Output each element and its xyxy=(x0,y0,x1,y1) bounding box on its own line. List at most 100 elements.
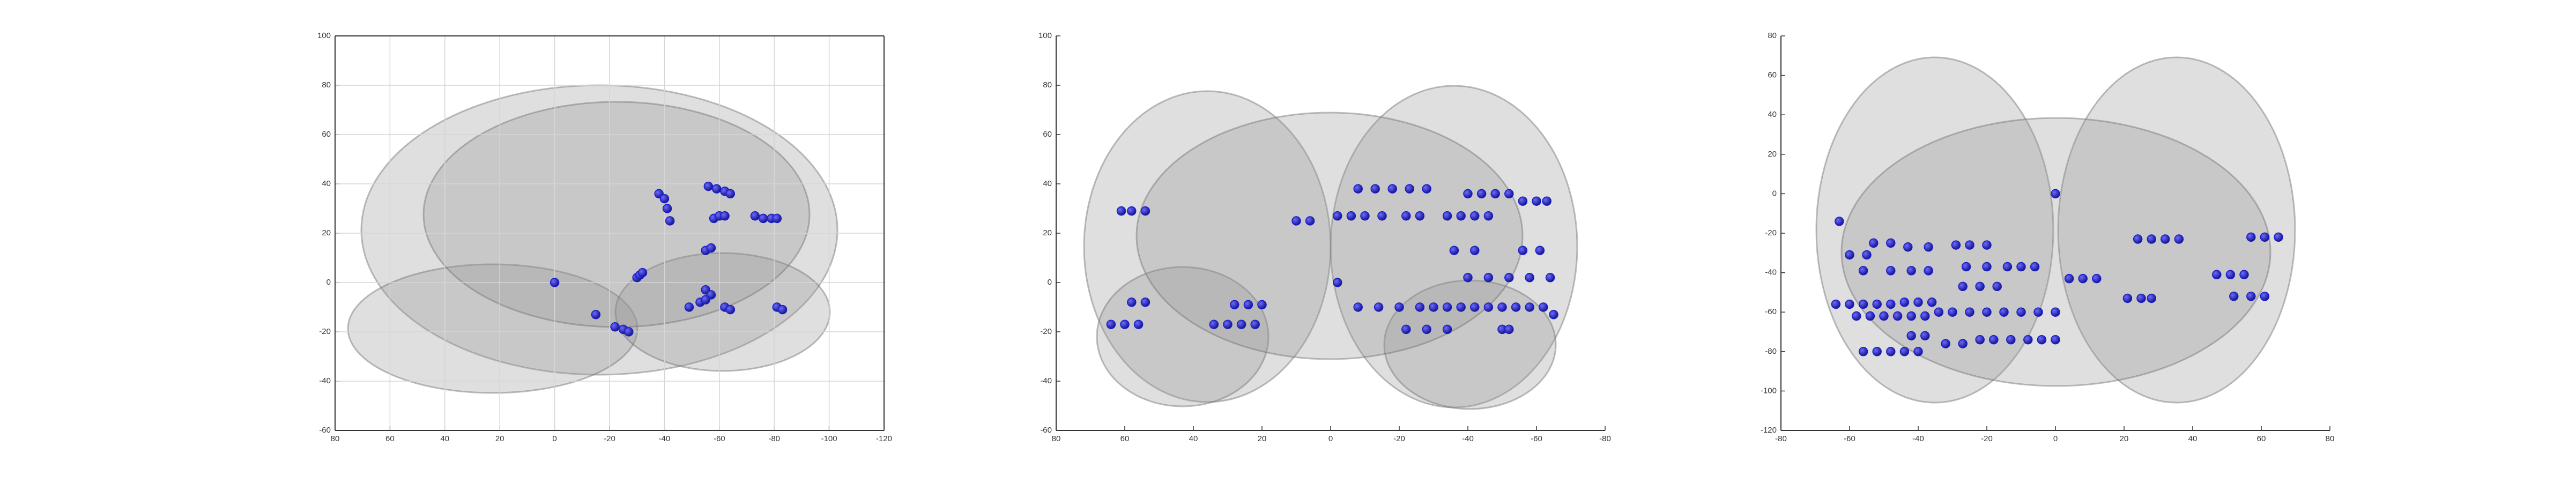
electrode xyxy=(1353,184,1363,194)
y-tick-label: 80 xyxy=(1043,80,1052,90)
electrode xyxy=(711,184,722,194)
electrode xyxy=(1415,302,1425,312)
x-tick-label: 20 xyxy=(1258,434,1267,443)
electrode xyxy=(2161,234,2170,244)
electrode xyxy=(1504,189,1514,199)
y-tick-label: 60 xyxy=(1768,71,1777,80)
electrode xyxy=(1535,246,1545,255)
x-tick-label: -20 xyxy=(1981,434,1993,443)
electrode xyxy=(1370,184,1380,194)
x-tick-label: -60 xyxy=(1531,434,1542,443)
electrode xyxy=(2051,307,2060,317)
electrode xyxy=(1965,240,1974,250)
y-tick-label: 20 xyxy=(322,228,331,237)
electrode xyxy=(1504,273,1514,283)
electrode xyxy=(1456,302,1466,312)
brain-coronal xyxy=(1083,85,1578,410)
y-tick-label: -80 xyxy=(1765,347,1777,356)
electrode xyxy=(1532,196,1541,206)
x-tick-label: 40 xyxy=(2188,434,2198,443)
electrode xyxy=(1999,307,2009,317)
electrode xyxy=(1992,281,2002,292)
electrode xyxy=(2246,232,2256,242)
electrode xyxy=(703,181,714,191)
y-tick-label: 40 xyxy=(1043,179,1052,188)
electrode xyxy=(1934,307,1944,317)
electrode xyxy=(1442,211,1452,221)
electrode xyxy=(1924,266,1933,276)
electrode xyxy=(2002,262,2013,272)
electrode xyxy=(1879,311,1889,321)
electrode xyxy=(1120,319,1130,329)
electrode xyxy=(1961,262,1971,272)
electrode xyxy=(1975,335,1985,345)
x-tick-label: 60 xyxy=(2257,434,2266,443)
electrode xyxy=(706,243,716,253)
x-tick-label: 80 xyxy=(1052,434,1061,443)
electrode xyxy=(1906,311,1916,321)
y-tick-label: -100 xyxy=(1761,386,1777,395)
y-tick-label: 100 xyxy=(1038,31,1052,40)
electrode xyxy=(1835,217,1844,226)
electrode xyxy=(665,216,675,226)
electrode xyxy=(1401,324,1411,335)
electrode xyxy=(1948,307,1957,317)
electrode xyxy=(1333,211,1342,221)
electrode xyxy=(2229,292,2239,301)
x-tick-label: 40 xyxy=(440,434,449,443)
electrode xyxy=(1209,319,1219,329)
electrode xyxy=(1442,302,1452,312)
x-tick-label: -60 xyxy=(1844,434,1855,443)
y-tick-label: 0 xyxy=(326,278,331,287)
electrode xyxy=(1497,302,1507,312)
electrode xyxy=(1449,246,1459,255)
x-tick-label: 80 xyxy=(2326,434,2335,443)
x-tick-label: 20 xyxy=(2120,434,2129,443)
electrode xyxy=(1422,324,1431,335)
x-tick-label: 60 xyxy=(385,434,395,443)
electrode xyxy=(725,189,736,199)
electrode xyxy=(1545,273,1555,283)
electrode xyxy=(1858,299,1868,309)
y-tick-label: -40 xyxy=(1765,268,1777,277)
electrode xyxy=(1518,196,1528,206)
y-tick-label: -120 xyxy=(1761,426,1777,435)
y-tick-label: 40 xyxy=(322,179,331,188)
y-tick-label: -20 xyxy=(1765,228,1777,237)
x-tick-label: 80 xyxy=(331,434,340,443)
electrode xyxy=(750,211,760,221)
electrode xyxy=(2212,270,2222,280)
y-tick-label: -60 xyxy=(1040,426,1052,435)
electrode xyxy=(1862,250,1872,260)
x-tick-label: 0 xyxy=(552,434,556,443)
electrode xyxy=(1886,238,1896,248)
x-tick-label: -40 xyxy=(659,434,671,443)
electrode xyxy=(1892,311,1903,321)
x-tick-label: -80 xyxy=(1775,434,1787,443)
y-tick-label: 20 xyxy=(1768,150,1777,159)
electrode xyxy=(701,295,710,304)
electrode xyxy=(1346,211,1356,221)
electrode xyxy=(2016,307,2026,317)
x-tick-label: -20 xyxy=(1393,434,1405,443)
electrode xyxy=(1243,300,1253,310)
electrode xyxy=(1511,302,1521,312)
electrode xyxy=(1539,302,1548,312)
brain-sagittal xyxy=(347,84,838,394)
electrode xyxy=(624,327,634,337)
electrode xyxy=(1927,298,1937,307)
x-tick-label: 0 xyxy=(2053,434,2058,443)
x-tick-label: -40 xyxy=(1912,434,1924,443)
brain-axial xyxy=(1815,56,2296,404)
electrode xyxy=(1140,298,1150,307)
electrode xyxy=(1869,238,1879,248)
electrode xyxy=(1845,299,1854,309)
electrode xyxy=(1250,319,1260,329)
electrode xyxy=(1903,242,1913,252)
electrode xyxy=(777,304,788,315)
electrode xyxy=(1525,302,1534,312)
y-tick-label: -40 xyxy=(1040,376,1052,385)
electrode xyxy=(772,213,782,224)
y-tick-label: 100 xyxy=(317,31,331,40)
